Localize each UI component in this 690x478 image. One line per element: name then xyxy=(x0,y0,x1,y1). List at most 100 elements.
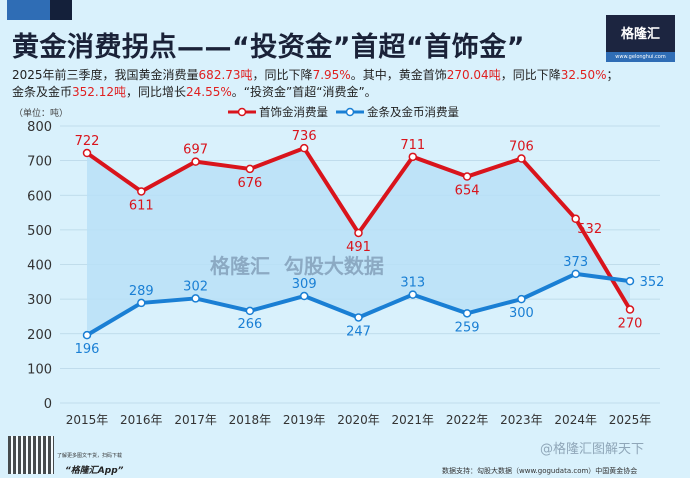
data-label: 259 xyxy=(455,320,480,335)
data-label: 373 xyxy=(563,255,588,270)
subtitle-text: 金条及金币 xyxy=(12,85,73,99)
legend-label: 首饰金消费量 xyxy=(259,105,328,119)
data-point xyxy=(137,298,146,308)
data-point xyxy=(191,157,200,166)
data-point xyxy=(245,306,255,316)
decor-bar xyxy=(50,0,72,20)
data-point xyxy=(625,276,635,286)
legend-item: 金条及金币消费量 xyxy=(336,104,459,120)
x-tick-label: 2019年 xyxy=(283,413,326,427)
y-tick-label: 400 xyxy=(27,259,52,274)
data-label: 302 xyxy=(183,279,208,294)
subtitle-text: ，同比下降 xyxy=(500,68,561,82)
data-point xyxy=(517,154,526,163)
highlight-value: 682.73吨 xyxy=(198,68,253,82)
subtitle-text: ，同比增长 xyxy=(126,85,187,99)
data-label: 711 xyxy=(400,138,425,153)
x-tick-label: 2017年 xyxy=(174,413,217,427)
app-name: “格隆汇App” xyxy=(65,466,124,476)
data-label: 654 xyxy=(455,184,480,199)
data-label: 352 xyxy=(640,275,665,290)
highlight-value: 352.12吨 xyxy=(72,85,127,99)
legend: 首饰金消费量 金条及金币消费量 xyxy=(228,104,459,120)
data-label: 270 xyxy=(618,317,643,332)
x-tick-label: 2018年 xyxy=(229,413,272,427)
data-label: 697 xyxy=(183,143,208,158)
data-point xyxy=(299,143,309,153)
data-point xyxy=(408,152,418,162)
data-point xyxy=(462,172,472,181)
brand-logo: 格隆汇 www.gelonghui.com xyxy=(606,15,675,62)
data-source: 数据支持：勾股大数据（www.gogudata.com）中国黄金协会 xyxy=(442,467,638,475)
y-tick-label: 100 xyxy=(27,362,52,377)
subtitle-line-1: 2025年前三季度，我国黄金消费量682.73吨，同比下降7.95%。其中，黄金… xyxy=(12,66,619,83)
data-label: 532 xyxy=(577,222,602,237)
data-point xyxy=(245,164,255,174)
x-tick-label: 2023年 xyxy=(500,413,543,427)
data-point xyxy=(191,294,200,303)
x-tick-label: 2022年 xyxy=(446,413,489,427)
logo-text: 格隆汇 xyxy=(620,27,660,42)
decor-bar xyxy=(7,0,50,20)
x-tick-label: 2024年 xyxy=(554,413,597,427)
data-label: 289 xyxy=(129,284,154,299)
y-tick-label: 300 xyxy=(27,293,52,308)
area-fill xyxy=(87,148,630,336)
legend-line-icon xyxy=(228,107,256,117)
highlight-value: 270.04吨 xyxy=(446,68,501,82)
data-point xyxy=(571,269,580,279)
highlight-value: 24.55% xyxy=(186,85,232,99)
data-label: 722 xyxy=(75,134,100,149)
x-tick-label: 2015年 xyxy=(66,413,109,427)
y-tick-label: 200 xyxy=(27,328,52,343)
unit-label: （单位：吨） xyxy=(14,109,69,119)
data-label: 266 xyxy=(237,317,262,332)
subtitle-text: 。其中，黄金首饰 xyxy=(350,68,447,82)
subtitle-text: ，同比下降 xyxy=(252,68,313,82)
data-point xyxy=(517,294,526,304)
page-title: 黄金消费拐点——“投资金”首超“首饰金” xyxy=(12,32,525,63)
data-point xyxy=(82,148,92,158)
legend-line-icon xyxy=(336,107,364,117)
x-tick-label: 2016年 xyxy=(120,413,163,427)
data-label: 309 xyxy=(292,277,317,292)
data-point xyxy=(354,313,363,322)
x-tick-label: 2021年 xyxy=(392,413,435,427)
data-label: 313 xyxy=(400,276,425,291)
data-label: 676 xyxy=(237,176,262,191)
subtitle-text: 。“投资金”首超“消费金”。 xyxy=(231,85,377,99)
y-tick-label: 0 xyxy=(44,397,52,412)
qr-note: 了解更多图文干货，扫码下载 xyxy=(57,453,123,459)
highlight-value: 32.50% xyxy=(560,68,607,82)
data-label: 706 xyxy=(509,140,534,155)
data-point xyxy=(299,291,309,301)
subtitle-line-2: 金条及金币352.12吨，同比增长24.55%。“投资金”首超“消费金”。 xyxy=(12,83,377,100)
x-tick-label: 2020年 xyxy=(337,413,380,427)
data-point xyxy=(82,330,92,340)
data-point xyxy=(625,305,635,314)
y-tick-label: 800 xyxy=(27,120,52,135)
subtitle-text: ； xyxy=(606,68,619,82)
data-label: 247 xyxy=(346,324,371,339)
data-label: 736 xyxy=(292,129,317,144)
highlight-value: 7.95% xyxy=(312,68,351,82)
data-point xyxy=(462,309,472,318)
data-point xyxy=(408,290,418,299)
legend-label: 金条及金币消费量 xyxy=(367,105,459,119)
weibo-watermark: @格隆汇图解天下 xyxy=(540,442,645,457)
y-tick-label: 600 xyxy=(27,189,52,204)
legend-item: 首饰金消费量 xyxy=(228,104,328,120)
data-label: 300 xyxy=(509,306,534,321)
y-tick-label: 700 xyxy=(27,155,52,170)
data-point xyxy=(354,228,363,238)
logo-url: www.gelonghui.com xyxy=(606,52,675,62)
subtitle-text: 2025年前三季度，我国黄金消费量 xyxy=(12,68,199,82)
data-label: 491 xyxy=(346,240,371,255)
y-tick-label: 500 xyxy=(27,224,52,239)
x-tick-label: 2025年 xyxy=(609,413,652,427)
chart-watermark: 格隆汇 勾股大数据 xyxy=(210,254,384,278)
data-label: 611 xyxy=(129,198,154,213)
qr-code[interactable] xyxy=(8,436,54,474)
data-point xyxy=(571,214,580,224)
